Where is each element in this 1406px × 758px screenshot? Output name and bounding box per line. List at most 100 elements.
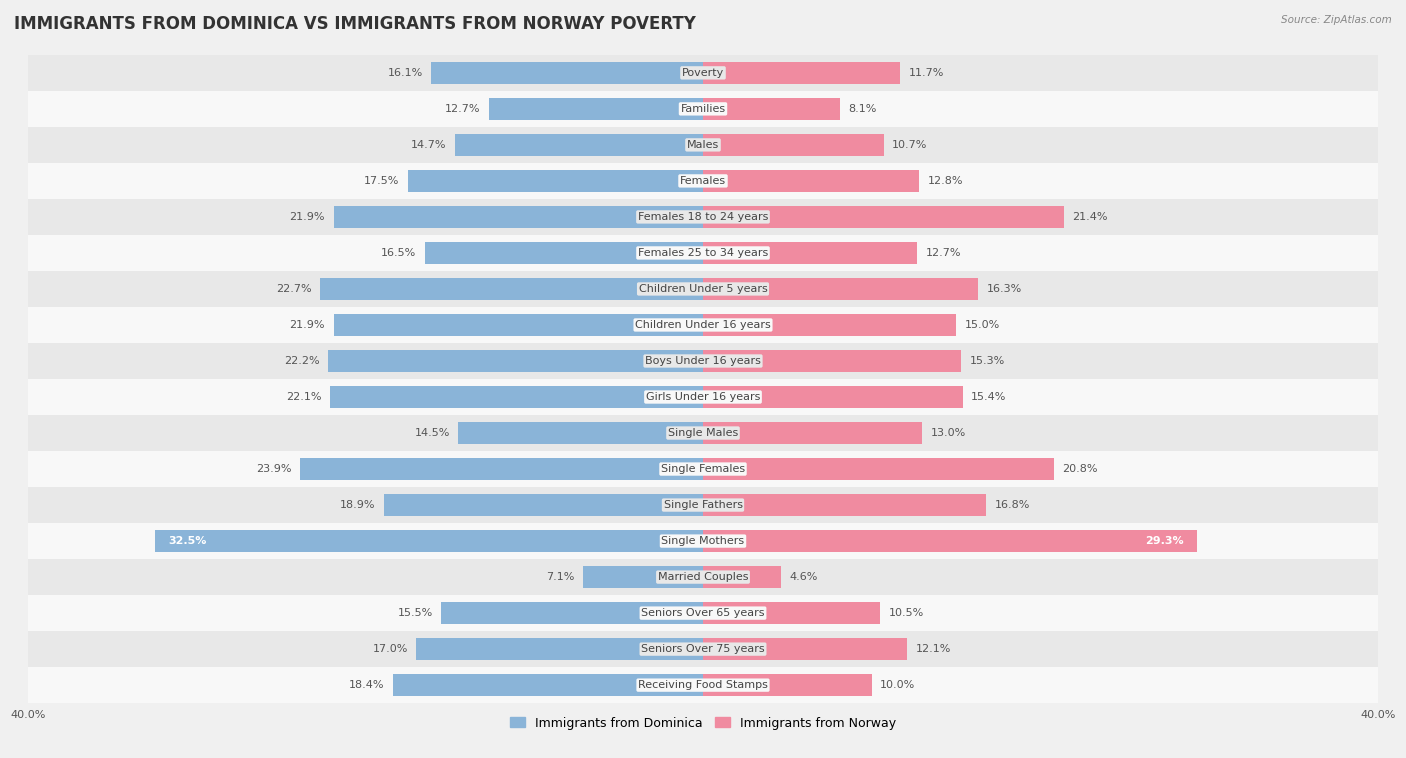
Text: 4.6%: 4.6%	[789, 572, 817, 582]
Text: 21.9%: 21.9%	[290, 320, 325, 330]
Bar	[703, 242, 917, 264]
Text: Receiving Food Stamps: Receiving Food Stamps	[638, 680, 768, 690]
Text: 22.2%: 22.2%	[284, 356, 321, 366]
Bar	[703, 134, 883, 155]
Text: 13.0%: 13.0%	[931, 428, 966, 438]
Text: 15.0%: 15.0%	[965, 320, 1000, 330]
Text: 12.7%: 12.7%	[444, 104, 481, 114]
Text: 21.9%: 21.9%	[290, 212, 325, 222]
Text: Single Mothers: Single Mothers	[661, 536, 745, 546]
Text: 15.3%: 15.3%	[970, 356, 1005, 366]
Text: Single Males: Single Males	[668, 428, 738, 438]
Bar	[703, 422, 922, 444]
Bar	[703, 170, 920, 192]
Bar	[28, 523, 1378, 559]
Bar	[456, 134, 703, 155]
Bar	[28, 91, 1378, 127]
Bar	[28, 595, 1378, 631]
Text: 20.8%: 20.8%	[1063, 464, 1098, 474]
Text: 18.4%: 18.4%	[349, 680, 384, 690]
Bar	[458, 422, 703, 444]
Text: 14.7%: 14.7%	[411, 140, 447, 150]
Text: 15.5%: 15.5%	[398, 608, 433, 618]
Text: 12.1%: 12.1%	[915, 644, 950, 654]
Text: 11.7%: 11.7%	[908, 68, 945, 78]
Legend: Immigrants from Dominica, Immigrants from Norway: Immigrants from Dominica, Immigrants fro…	[505, 712, 901, 735]
Bar	[703, 98, 839, 120]
Text: 17.0%: 17.0%	[373, 644, 408, 654]
Bar	[703, 350, 962, 371]
Text: 15.4%: 15.4%	[972, 392, 1007, 402]
Bar	[28, 415, 1378, 451]
Bar	[330, 387, 703, 408]
Bar	[583, 566, 703, 588]
Bar	[28, 487, 1378, 523]
Text: Families: Families	[681, 104, 725, 114]
Bar	[703, 387, 963, 408]
Bar	[703, 62, 900, 83]
Text: 32.5%: 32.5%	[169, 536, 207, 546]
Bar	[28, 271, 1378, 307]
Bar	[28, 379, 1378, 415]
Text: 18.9%: 18.9%	[340, 500, 375, 510]
Bar	[432, 62, 703, 83]
Bar	[703, 459, 1054, 480]
Bar	[441, 603, 703, 624]
Bar	[28, 667, 1378, 703]
Text: Females: Females	[681, 176, 725, 186]
Text: 16.5%: 16.5%	[381, 248, 416, 258]
Bar	[703, 494, 987, 516]
Text: IMMIGRANTS FROM DOMINICA VS IMMIGRANTS FROM NORWAY POVERTY: IMMIGRANTS FROM DOMINICA VS IMMIGRANTS F…	[14, 15, 696, 33]
Bar	[703, 638, 907, 660]
Text: 12.7%: 12.7%	[925, 248, 962, 258]
Bar	[28, 235, 1378, 271]
Bar	[321, 278, 703, 299]
Bar	[28, 127, 1378, 163]
Bar	[703, 531, 1198, 552]
Bar	[28, 55, 1378, 91]
Bar	[299, 459, 703, 480]
Text: Children Under 5 years: Children Under 5 years	[638, 284, 768, 294]
Text: Single Fathers: Single Fathers	[664, 500, 742, 510]
Text: 22.1%: 22.1%	[287, 392, 322, 402]
Bar	[703, 675, 872, 696]
Bar	[703, 278, 979, 299]
Text: Males: Males	[688, 140, 718, 150]
Text: 14.5%: 14.5%	[415, 428, 450, 438]
Bar	[703, 566, 780, 588]
Bar	[28, 559, 1378, 595]
Text: Females 18 to 24 years: Females 18 to 24 years	[638, 212, 768, 222]
Text: 16.8%: 16.8%	[995, 500, 1031, 510]
Bar	[392, 675, 703, 696]
Bar	[408, 170, 703, 192]
Text: 17.5%: 17.5%	[364, 176, 399, 186]
Bar	[28, 451, 1378, 487]
Text: 7.1%: 7.1%	[547, 572, 575, 582]
Text: Seniors Over 75 years: Seniors Over 75 years	[641, 644, 765, 654]
Bar	[425, 242, 703, 264]
Bar	[28, 199, 1378, 235]
Text: 10.7%: 10.7%	[891, 140, 928, 150]
Text: 12.8%: 12.8%	[928, 176, 963, 186]
Text: Boys Under 16 years: Boys Under 16 years	[645, 356, 761, 366]
Bar	[155, 531, 703, 552]
Text: 8.1%: 8.1%	[848, 104, 876, 114]
Text: 10.0%: 10.0%	[880, 680, 915, 690]
Text: 10.5%: 10.5%	[889, 608, 924, 618]
Bar	[28, 163, 1378, 199]
Bar	[416, 638, 703, 660]
Bar	[489, 98, 703, 120]
Text: 16.1%: 16.1%	[388, 68, 423, 78]
Text: Girls Under 16 years: Girls Under 16 years	[645, 392, 761, 402]
Bar	[333, 206, 703, 227]
Text: Poverty: Poverty	[682, 68, 724, 78]
Bar	[28, 343, 1378, 379]
Text: Seniors Over 65 years: Seniors Over 65 years	[641, 608, 765, 618]
Text: Females 25 to 34 years: Females 25 to 34 years	[638, 248, 768, 258]
Bar	[28, 631, 1378, 667]
Text: 21.4%: 21.4%	[1073, 212, 1108, 222]
Bar	[384, 494, 703, 516]
Bar	[333, 314, 703, 336]
Bar	[329, 350, 703, 371]
Text: Married Couples: Married Couples	[658, 572, 748, 582]
